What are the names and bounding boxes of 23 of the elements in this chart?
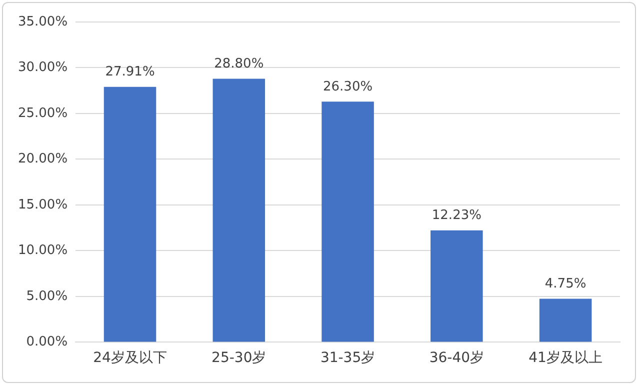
- bar: [322, 102, 374, 342]
- data-label: 26.30%: [322, 79, 373, 94]
- data-label: 12.23%: [432, 208, 482, 224]
- bar: [539, 298, 592, 342]
- y-tick-label: 10.00%: [18, 243, 68, 258]
- y-tick-label: 15.00%: [18, 197, 68, 212]
- x-tick-label: 36-40岁: [429, 350, 484, 366]
- bar: [430, 230, 483, 342]
- x-tick-label: 31-35岁: [320, 350, 376, 366]
- y-tick-label: 30.00%: [18, 60, 68, 76]
- y-tick-label: 5.00%: [26, 288, 68, 304]
- y-tick-label: 35.00%: [18, 14, 68, 30]
- bar: [104, 86, 156, 342]
- y-tick-label: 20.00%: [18, 152, 68, 167]
- y-tick-label: 0.00%: [26, 334, 68, 350]
- x-tick-label: 41岁及以上: [528, 350, 602, 366]
- data-label: 27.91%: [105, 64, 155, 80]
- x-tick-label: 24岁及以下: [93, 350, 167, 366]
- data-label: 4.75%: [544, 276, 586, 292]
- bar: [212, 78, 266, 342]
- data-label: 28.80%: [214, 56, 264, 72]
- y-tick-label: 25.00%: [18, 106, 68, 121]
- x-tick-label: 25-30岁: [212, 350, 266, 366]
